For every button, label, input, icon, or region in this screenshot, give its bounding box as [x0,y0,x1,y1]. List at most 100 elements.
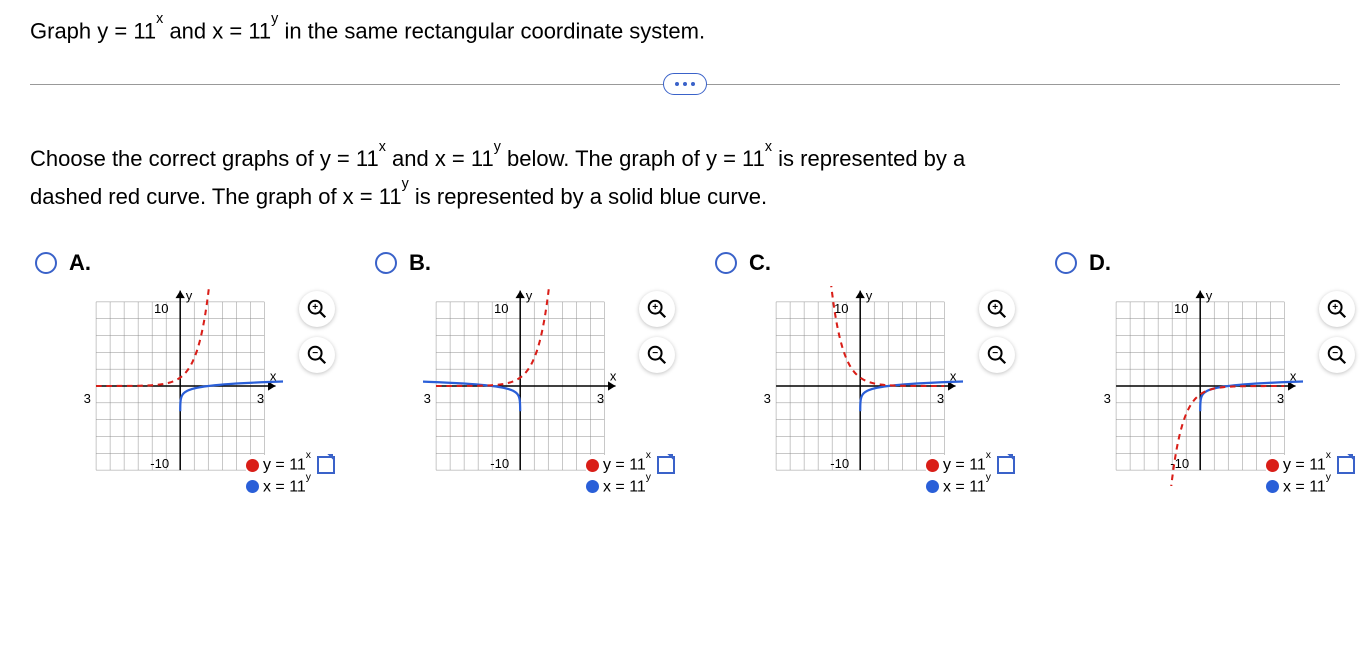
zoom-in-button[interactable]: + [979,291,1015,327]
legend-red: y = 11x [586,455,675,474]
option-d: D. yx10-10-33 + − y = 11x [1055,250,1370,496]
instr-seg: is represented by a [772,146,965,171]
legend-blue-text: x = 11y [1283,477,1331,496]
legend: y = 11x x = 11y [1266,455,1355,496]
legend-dot-blue [246,480,259,493]
svg-text:+: + [1332,302,1338,313]
instr-seg: dashed red curve. The graph of x = 11 [30,184,402,209]
option-label: C. [749,250,771,276]
instr-sup: y [494,139,501,155]
zoom-controls: + − [299,291,335,373]
legend-red: y = 11x [1266,455,1355,474]
zoom-in-button[interactable]: + [639,291,675,327]
zoom-out-button[interactable]: − [979,337,1015,373]
section-divider [30,84,1340,85]
svg-text:y: y [1206,288,1213,303]
svg-text:3: 3 [597,391,604,406]
legend-red-text: y = 11x [1283,455,1331,474]
svg-text:10: 10 [1174,301,1189,316]
q-sup1: x [156,11,163,27]
svg-text:+: + [652,302,658,313]
legend-blue-text: x = 11y [603,477,651,496]
instr-seg: Choose the correct graphs of y = 11 [30,146,379,171]
option-head: B. [375,250,695,276]
svg-text:+: + [312,302,318,313]
zoom-controls: + − [1319,291,1355,373]
collapse-toggle[interactable] [663,73,707,95]
svg-text:-10: -10 [490,456,509,471]
svg-text:10: 10 [834,301,849,316]
popout-icon[interactable] [657,456,675,474]
svg-text:+: + [992,302,998,313]
instr-seg: below. The graph of y = 11 [501,146,765,171]
option-a: A. yx10-10-33 + − y = 11x [35,250,355,496]
option-head: A. [35,250,355,276]
svg-text:-3: -3 [423,391,431,406]
legend-dot-blue [1266,480,1279,493]
svg-text:−: − [312,348,318,359]
graph-area: yx10-10-33 + − y = 11x [375,286,675,496]
svg-text:3: 3 [257,391,264,406]
legend-red-text: y = 11x [943,455,991,474]
legend-blue: x = 11y [586,477,651,496]
options-container: A. yx10-10-33 + − y = 11x [35,250,1340,496]
radio-b[interactable] [375,252,397,274]
option-label: A. [69,250,91,276]
legend-blue-text: x = 11y [943,477,991,496]
popout-icon[interactable] [317,456,335,474]
q-mid: and x = 11 [163,18,271,43]
svg-text:y: y [866,288,873,303]
zoom-in-button[interactable]: + [299,291,335,327]
legend-dot-red [926,459,939,472]
legend-dot-red [586,459,599,472]
zoom-out-button[interactable]: − [299,337,335,373]
radio-a[interactable] [35,252,57,274]
option-c: C. yx10-10-33 + − y = 11x [715,250,1035,496]
instruction-text: Choose the correct graphs of y = 11x and… [30,140,1340,215]
instr-sup: x [379,139,386,155]
legend-red-text: y = 11x [263,455,311,474]
radio-d[interactable] [1055,252,1077,274]
option-head: C. [715,250,1035,276]
svg-text:-10: -10 [830,456,849,471]
legend-blue-text: x = 11y [263,477,311,496]
svg-text:−: − [1332,348,1338,359]
legend-blue: x = 11y [1266,477,1331,496]
zoom-controls: + − [979,291,1015,373]
legend-blue: x = 11y [926,477,991,496]
instr-sup: x [765,139,772,155]
option-label: D. [1089,250,1111,276]
q-suffix: in the same rectangular coordinate syste… [278,18,705,43]
svg-text:−: − [652,348,658,359]
svg-text:3: 3 [1277,391,1284,406]
legend: y = 11x x = 11y [246,455,335,496]
legend-red-text: y = 11x [603,455,651,474]
zoom-out-button[interactable]: − [1319,337,1355,373]
legend-blue: x = 11y [246,477,311,496]
zoom-controls: + − [639,291,675,373]
legend: y = 11x x = 11y [586,455,675,496]
instr-sup: y [402,176,409,192]
option-label: B. [409,250,431,276]
question-text: Graph y = 11x and x = 11y in the same re… [30,18,1340,44]
svg-text:y: y [526,288,533,303]
svg-text:3: 3 [937,391,944,406]
legend: y = 11x x = 11y [926,455,1015,496]
svg-text:y: y [186,288,193,303]
legend-dot-blue [586,480,599,493]
svg-text:10: 10 [154,301,169,316]
zoom-out-button[interactable]: − [639,337,675,373]
popout-icon[interactable] [997,456,1015,474]
instr-seg: and x = 11 [386,146,494,171]
option-head: D. [1055,250,1370,276]
graph-area: yx10-10-33 + − y = 11x [715,286,1015,496]
legend-red: y = 11x [926,455,1015,474]
svg-text:−: − [992,348,998,359]
option-b: B. yx10-10-33 + − y = 11x [375,250,695,496]
radio-c[interactable] [715,252,737,274]
svg-text:-3: -3 [1103,391,1111,406]
instr-seg: is represented by a solid blue curve. [409,184,767,209]
popout-icon[interactable] [1337,456,1355,474]
zoom-in-button[interactable]: + [1319,291,1355,327]
q-prefix: Graph y = 11 [30,18,156,43]
